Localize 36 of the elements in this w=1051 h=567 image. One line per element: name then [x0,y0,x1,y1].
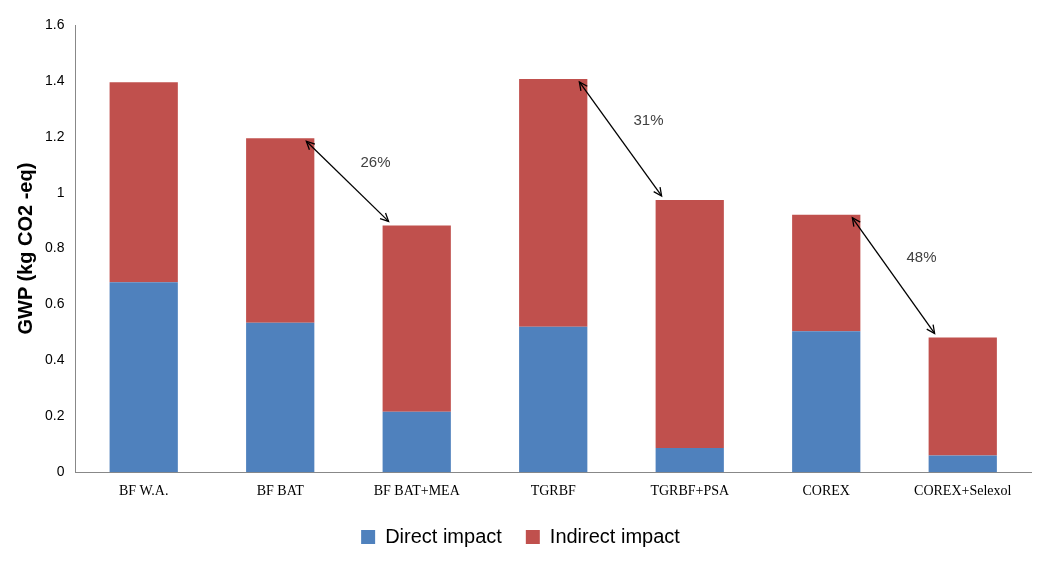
bar [519,78,588,327]
x-tick-label: TGRBF+PSA [650,483,730,499]
y-tick-label: 1 [56,183,65,200]
y-tick-label: 0.6 [44,295,65,312]
bar [246,138,315,323]
y-tick-label: 0.4 [44,351,65,368]
bar [382,225,451,412]
bar [928,337,997,456]
bar [655,199,724,448]
annotation: 48% [906,247,937,265]
bar [519,326,588,473]
legend-label: Direct impact [385,524,503,547]
x-tick-label: COREX+Selexol [914,483,1012,499]
bar [109,82,178,283]
y-axis-title: GWP (kg CO2 -eq) [13,162,36,335]
bar [109,282,178,473]
x-tick-label: BF W.A. [119,483,169,499]
bar [792,214,861,332]
x-tick-label: COREX [802,483,850,499]
bar [382,411,451,473]
legend-label: Indirect impact [549,524,681,547]
y-tick-label: 0.8 [44,239,65,256]
y-tick-label: 1.6 [44,15,65,32]
x-tick-label: BF BAT+MEA [373,483,461,499]
y-tick-label: 0.2 [44,407,65,424]
y-tick-label: 1.4 [44,71,65,88]
bar [246,322,315,473]
x-tick-label: BF BAT [256,483,305,499]
bar [792,331,861,473]
y-tick-label: 0 [56,463,65,480]
bar [928,455,997,473]
bar [655,447,724,473]
annotation: 26% [360,153,391,171]
y-tick-label: 1.2 [44,127,65,144]
annotation: 31% [633,111,664,129]
x-tick-label: TGRBF [530,483,577,499]
